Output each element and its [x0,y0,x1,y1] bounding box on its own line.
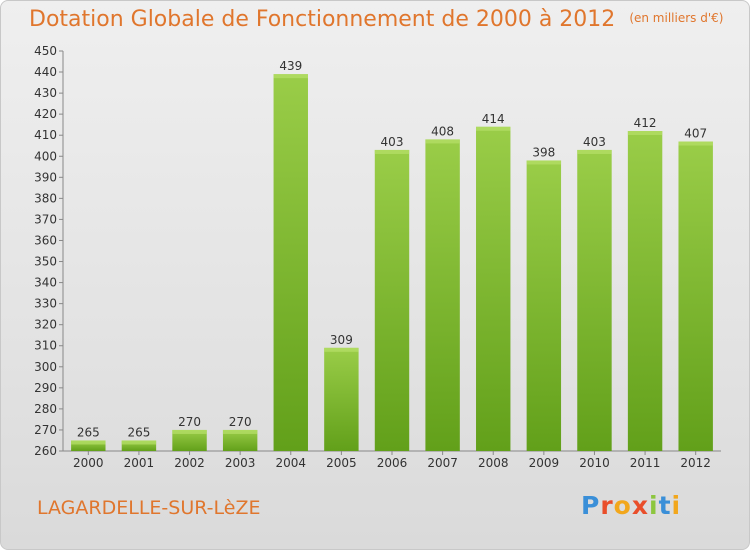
bar-highlight [222,429,258,434]
bar-highlight [627,131,663,135]
x-tick-label: 2010 [579,456,610,470]
bar [121,440,157,451]
bar-value-label: 408 [431,124,454,138]
logo-letter: t [658,491,672,520]
chart-title-text: Dotation Globale de Fonctionnement de 20… [29,7,616,32]
logo-letter: i [671,491,682,520]
bar [222,429,258,451]
logo-letter: o [613,491,632,520]
bar-value-label: 398 [532,145,555,159]
y-tick-label: 390 [34,170,57,184]
y-tick-label: 420 [34,107,57,121]
chart-title: Dotation Globale de Fonctionnement de 20… [29,7,723,32]
logo-letter: i [649,491,659,520]
y-tick-label: 430 [34,86,57,100]
bar-highlight [71,440,106,445]
logo-letter: P [581,491,601,520]
bar-value-label: 412 [634,116,657,130]
x-tick-label: 2005 [326,456,357,470]
y-tick-label: 330 [34,297,57,311]
y-tick-label: 370 [34,212,57,226]
y-tick-label: 270 [34,423,57,437]
bar-highlight [577,149,612,154]
bar-value-label: 403 [583,135,606,149]
y-tick-label: 300 [34,360,57,374]
x-tick-label: 2012 [680,456,711,470]
bar-value-label: 309 [330,333,353,347]
y-tick-label: 380 [34,191,57,205]
bar [172,429,207,451]
logo-letter: r [600,491,614,520]
bar-highlight [172,429,207,434]
y-tick-label: 450 [34,44,57,58]
bar [374,149,410,451]
bar-value-label: 439 [279,59,302,73]
bar [425,139,460,451]
x-tick-label: 2002 [174,456,205,470]
y-tick-label: 400 [34,149,57,163]
y-tick-label: 350 [34,255,57,269]
x-tick-label: 2004 [275,456,306,470]
bar-value-label: 414 [482,112,505,126]
y-tick-label: 280 [34,402,57,416]
bar-value-label: 270 [178,415,201,429]
bar-highlight [425,139,460,144]
bar-highlight [324,347,359,352]
x-tick-label: 2001 [124,456,155,470]
bar-highlight [374,149,410,154]
x-tick-label: 2008 [478,456,509,470]
bar [627,131,663,451]
y-tick-label: 260 [34,444,57,458]
bar [577,149,612,451]
bar-highlight [273,74,308,79]
x-tick-label: 2011 [630,456,661,470]
bar-value-label: 403 [381,135,404,149]
bar-value-label: 407 [684,127,707,141]
proxiti-logo: Proxiti [581,491,681,520]
bar [71,440,106,451]
bar-chart: 260 270 280 290 300 310 320 330 340 350 360 370 380 3… [34,44,721,470]
bar-highlight [476,126,511,131]
bar-value-label: 270 [229,415,252,429]
y-tick-label: 410 [34,128,57,142]
bar-value-label: 265 [127,425,150,439]
bar [678,141,713,452]
commune-name: LAGARDELLE-SUR-LèZE [37,497,261,519]
y-tick-label: 290 [34,381,57,395]
y-tick-label: 360 [34,233,57,247]
bar [476,126,511,451]
bar [526,160,562,451]
bar [273,74,308,451]
logo-letter: x [631,491,649,520]
y-tick-label: 320 [34,318,57,332]
y-tick-label: 440 [34,65,57,79]
bar-value-label: 265 [77,425,100,439]
y-tick-label: 310 [34,339,57,353]
x-tick-label: 2003 [225,456,256,470]
bar-highlight [121,440,157,445]
chart-unit: (en milliers d'€) [629,11,724,25]
x-tick-label: 2007 [427,456,458,470]
bar-highlight [526,160,562,165]
y-tick-label: 340 [34,276,57,290]
bar [324,347,359,451]
x-tick-label: 2009 [529,456,560,470]
x-tick-label: 2006 [377,456,408,470]
x-tick-label: 2000 [73,456,104,470]
bar-highlight [678,141,713,146]
